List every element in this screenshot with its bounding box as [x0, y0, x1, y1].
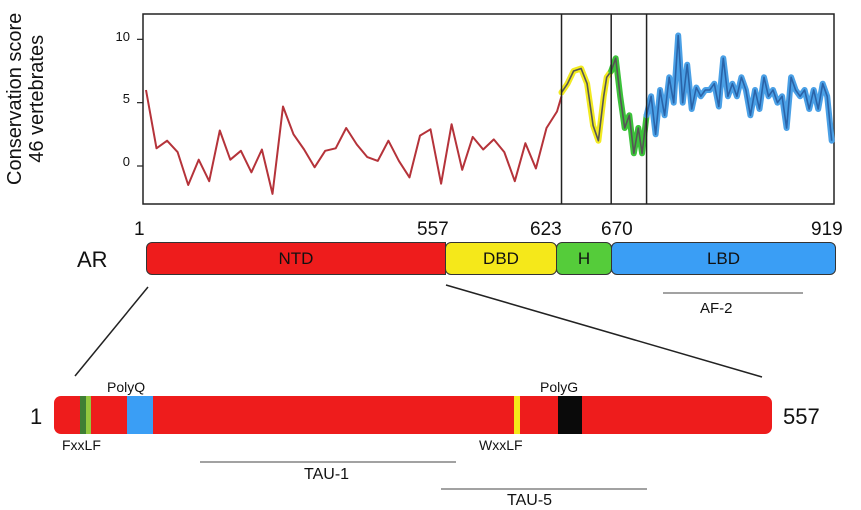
- domain-dbd: DBD: [445, 242, 557, 275]
- fxxlf-motif-highlight: [86, 396, 91, 434]
- wxxlf-label: WxxLF: [479, 437, 523, 453]
- polyq-region: [127, 396, 153, 434]
- series-line-2: [610, 57, 648, 155]
- position-623: 623: [530, 219, 562, 240]
- zoom-line-left: [74, 286, 149, 377]
- series-line-1: [560, 67, 612, 142]
- series-highlight-2: [608, 55, 650, 157]
- domain-ntd-label: NTD: [278, 248, 314, 268]
- ntd-end-label: 557: [783, 404, 820, 429]
- tau1-label: TAU-1: [304, 466, 350, 483]
- ntd-start-label: 1: [30, 404, 43, 429]
- series-line-3: [645, 34, 833, 141]
- position-1: 1: [134, 219, 145, 240]
- series-line-0: [145, 89, 563, 195]
- y-tick-label: 10: [115, 29, 130, 44]
- fxxlf-label: FxxLF: [62, 437, 101, 453]
- domain-lbd: LBD: [611, 242, 836, 275]
- tau5-label: TAU-5: [507, 492, 553, 509]
- domain-hinge-label: H: [577, 248, 591, 268]
- domain-hinge: H: [556, 242, 612, 275]
- protein-name: AR: [77, 247, 108, 272]
- domain-dbd-label: DBD: [483, 248, 519, 268]
- fxxlf-motif: [80, 396, 86, 434]
- ntd-detail-bar: [54, 396, 772, 434]
- zoom-line-right: [445, 284, 763, 378]
- plot-frame: [142, 13, 835, 205]
- y-tick-label: 0: [122, 154, 130, 169]
- polyg-region: [558, 396, 582, 434]
- polyg-label: PolyG: [540, 379, 579, 395]
- y-tick-label: 5: [122, 91, 130, 106]
- domain-lbd-label: LBD: [706, 248, 741, 268]
- polyq-label: PolyQ: [107, 379, 146, 395]
- wxxlf-motif: [514, 396, 520, 434]
- domain-ntd: NTD: [146, 242, 446, 275]
- position-670: 670: [601, 219, 633, 240]
- af2-label: AF-2: [700, 300, 733, 317]
- position-919: 919: [811, 219, 843, 240]
- position-557: 557: [417, 219, 449, 240]
